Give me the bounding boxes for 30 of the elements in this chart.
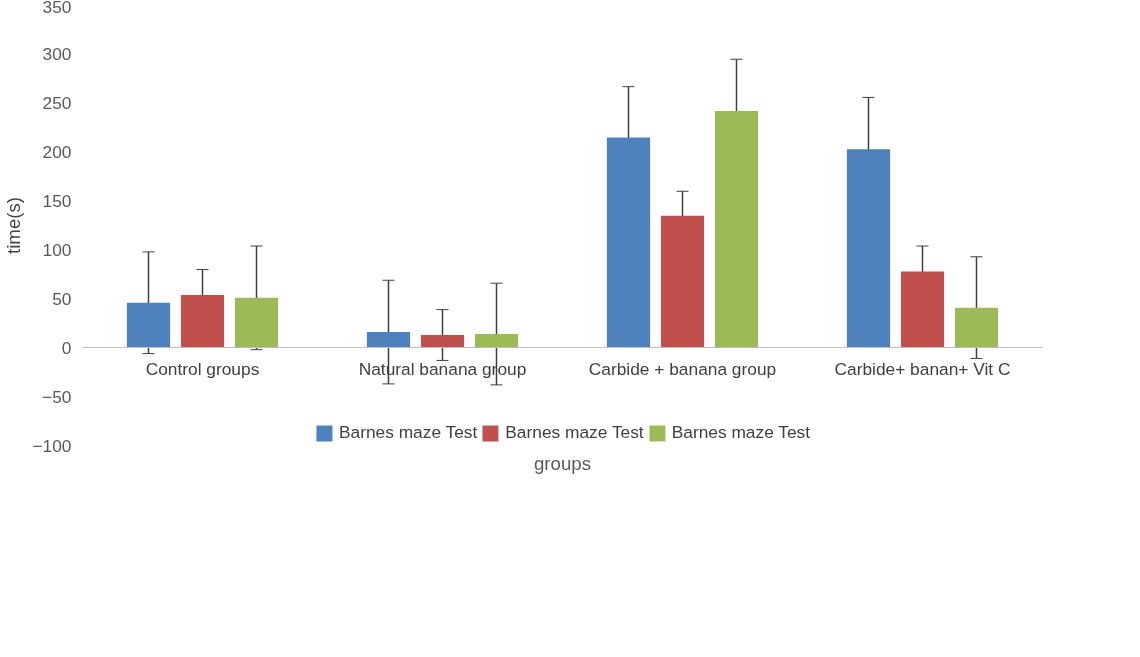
bar	[660, 215, 705, 348]
y-tick-label: 0	[61, 337, 72, 358]
x-tick-label: Control groups	[145, 358, 260, 379]
y-tick-label: 300	[42, 44, 72, 65]
bar	[126, 302, 171, 348]
y-tick-label: 50	[52, 288, 72, 309]
bar	[900, 271, 945, 348]
bar	[234, 297, 279, 348]
bar	[474, 334, 519, 348]
y-tick-label: −100	[32, 435, 72, 456]
bar	[606, 137, 651, 348]
x-tick-label: Carbide+ banan+ Vit C	[834, 358, 1011, 379]
legend-label: Barnes maze Test	[505, 422, 644, 443]
bar	[366, 332, 411, 348]
bar	[714, 111, 759, 348]
y-tick-label: 350	[42, 0, 72, 17]
bar	[420, 335, 465, 348]
bar	[846, 149, 891, 348]
bar	[180, 294, 225, 348]
legend-label: Barnes maze Test	[338, 422, 478, 443]
y-tick-label: 100	[42, 239, 72, 260]
bar	[954, 307, 999, 348]
y-tick-label: 150	[42, 191, 72, 212]
y-tick-label: 250	[42, 93, 72, 114]
y-axis-title: time(s)	[3, 197, 25, 254]
legend-label: Barnes maze Test	[671, 422, 811, 443]
y-tick-label: 200	[42, 142, 72, 163]
y-tick-label: −50	[42, 386, 72, 407]
x-axis-title: groups	[533, 452, 592, 474]
x-tick-label: Carbide + banana group	[588, 358, 777, 379]
